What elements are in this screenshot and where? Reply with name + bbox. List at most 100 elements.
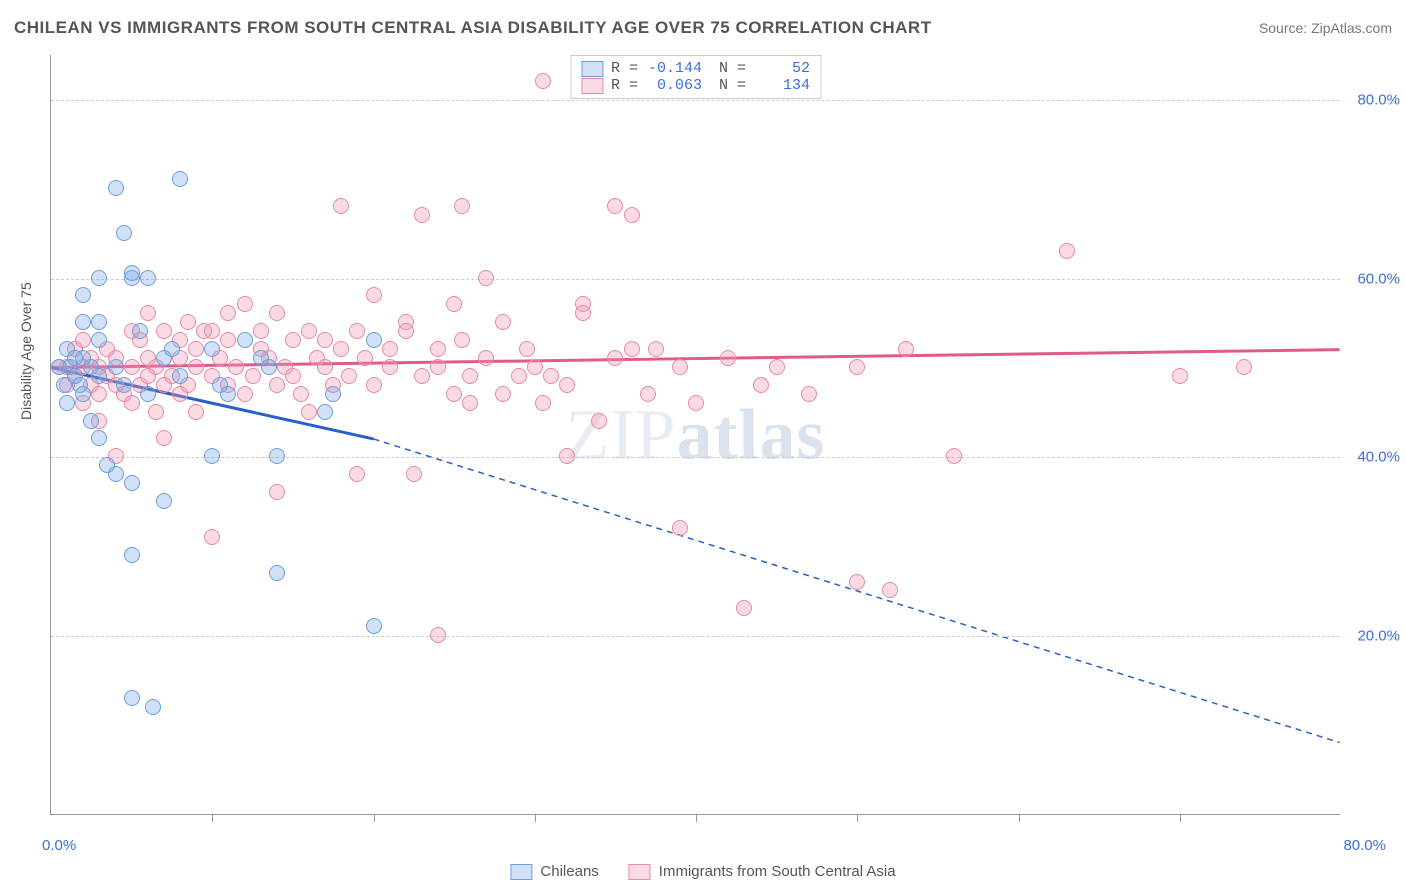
scatter-point-a (172, 368, 188, 384)
scatter-point-b (285, 368, 301, 384)
legend-label-immigrants: Immigrants from South Central Asia (659, 863, 896, 880)
scatter-point-b (366, 287, 382, 303)
scatter-point-b (454, 332, 470, 348)
scatter-point-b (430, 627, 446, 643)
scatter-point-b (736, 600, 752, 616)
scatter-point-a (156, 493, 172, 509)
y-tick-label: 60.0% (1357, 270, 1400, 287)
scatter-point-b (333, 198, 349, 214)
scatter-point-b (269, 484, 285, 500)
scatter-point-b (301, 323, 317, 339)
scatter-point-b (124, 359, 140, 375)
scatter-point-a (366, 618, 382, 634)
scatter-point-a (145, 699, 161, 715)
scatter-point-b (454, 198, 470, 214)
scatter-point-a (172, 171, 188, 187)
scatter-point-b (253, 323, 269, 339)
scatter-point-a (75, 386, 91, 402)
scatter-point-a (140, 386, 156, 402)
scatter-point-b (648, 341, 664, 357)
scatter-point-b (398, 323, 414, 339)
n-value-b: 134 (754, 77, 810, 94)
scatter-point-a (116, 225, 132, 241)
correlation-legend: R =-0.144 N =52 R =0.063 N =134 (570, 55, 821, 99)
scatter-point-b (204, 529, 220, 545)
scatter-point-b (220, 305, 236, 321)
scatter-point-b (946, 448, 962, 464)
scatter-point-b (1172, 368, 1188, 384)
scatter-point-b (382, 341, 398, 357)
scatter-point-a (83, 413, 99, 429)
legend-label-chileans: Chileans (540, 863, 598, 880)
scatter-point-b (188, 359, 204, 375)
scatter-point-b (462, 395, 478, 411)
scatter-point-b (124, 395, 140, 411)
scatter-point-b (220, 332, 236, 348)
scatter-point-b (607, 198, 623, 214)
scatter-point-b (495, 314, 511, 330)
scatter-point-b (462, 368, 478, 384)
scatter-point-a (220, 386, 236, 402)
scatter-point-b (535, 73, 551, 89)
scatter-point-b (624, 341, 640, 357)
legend-swatch-a (581, 61, 603, 77)
trend-lines (51, 55, 1340, 814)
scatter-point-a (124, 690, 140, 706)
gridline (51, 279, 1340, 280)
scatter-point-b (414, 368, 430, 384)
scatter-point-b (849, 574, 865, 590)
scatter-point-b (640, 386, 656, 402)
scatter-point-a (317, 404, 333, 420)
scatter-point-b (414, 207, 430, 223)
scatter-point-a (124, 265, 140, 281)
scatter-point-b (301, 404, 317, 420)
x-tick (1019, 814, 1020, 822)
scatter-point-b (430, 359, 446, 375)
scatter-point-b (898, 341, 914, 357)
scatter-point-b (349, 323, 365, 339)
x-tick (1180, 814, 1181, 822)
scatter-point-b (591, 413, 607, 429)
scatter-point-a (164, 341, 180, 357)
gridline (51, 457, 1340, 458)
scatter-point-b (535, 395, 551, 411)
scatter-point-a (108, 180, 124, 196)
scatter-point-b (519, 341, 535, 357)
scatter-point-b (75, 332, 91, 348)
scatter-point-b (366, 377, 382, 393)
scatter-point-a (237, 332, 253, 348)
scatter-point-a (116, 377, 132, 393)
scatter-point-b (285, 332, 301, 348)
x-tick (857, 814, 858, 822)
scatter-point-b (430, 341, 446, 357)
scatter-point-a (124, 475, 140, 491)
scatter-point-b (559, 448, 575, 464)
scatter-point-a (366, 332, 382, 348)
chart-plot-area: ZIPatlas R =-0.144 N =52 R =0.063 N =134… (50, 55, 1340, 815)
scatter-point-a (132, 323, 148, 339)
y-tick-label: 40.0% (1357, 449, 1400, 466)
scatter-point-b (188, 341, 204, 357)
x-axis-min: 0.0% (42, 837, 76, 854)
scatter-point-a (75, 314, 91, 330)
scatter-point-b (156, 430, 172, 446)
scatter-point-a (91, 314, 107, 330)
scatter-point-b (527, 359, 543, 375)
scatter-point-b (446, 386, 462, 402)
y-tick-label: 20.0% (1357, 628, 1400, 645)
scatter-point-b (333, 341, 349, 357)
scatter-point-a (91, 270, 107, 286)
scatter-point-b (180, 314, 196, 330)
scatter-point-b (672, 359, 688, 375)
scatter-point-b (317, 332, 333, 348)
series-legend: Chileans Immigrants from South Central A… (510, 863, 895, 880)
scatter-point-b (543, 368, 559, 384)
x-tick (535, 814, 536, 822)
scatter-point-b (148, 404, 164, 420)
y-axis-label: Disability Age Over 75 (18, 282, 34, 420)
chart-title: CHILEAN VS IMMIGRANTS FROM SOUTH CENTRAL… (14, 18, 932, 38)
scatter-point-a (140, 270, 156, 286)
scatter-point-b (575, 305, 591, 321)
source-label: Source: ZipAtlas.com (1259, 20, 1392, 36)
x-tick (696, 814, 697, 822)
